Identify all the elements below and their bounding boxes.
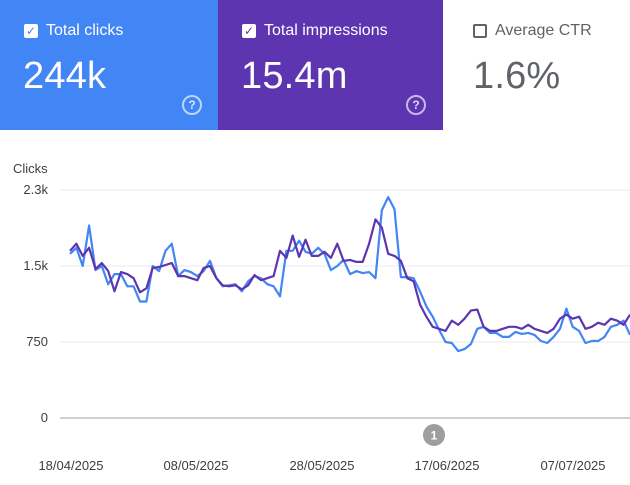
total-impressions-value: 15.4m — [241, 55, 348, 97]
performance-chart: Clicks 2.3k 1.5k 750 0 18/04/2025 08/05/2025… — [13, 161, 630, 473]
annotation-label: 1 — [431, 429, 438, 443]
metric-cards: ✓ Total clicks 244k ? ✓ Total impression… — [0, 0, 630, 130]
total-impressions-label: Total impressions — [264, 22, 388, 39]
total-clicks-card[interactable]: ✓ Total clicks 244k ? — [0, 0, 218, 130]
annotation-marker[interactable] — [423, 424, 445, 446]
average-ctr-checkbox[interactable] — [473, 24, 487, 38]
y-tick-label: 750 — [26, 334, 48, 349]
y-tick-label: 0 — [41, 410, 48, 425]
y-axis-ticks: 2.3k 1.5k 750 0 — [23, 182, 48, 425]
help-icon[interactable]: ? — [406, 95, 426, 115]
average-ctr-card[interactable]: Average CTR 1.6% — [443, 0, 630, 130]
y-tick-label: 1.5k — [23, 258, 48, 273]
total-clicks-header[interactable]: ✓ Total clicks — [24, 22, 123, 40]
average-ctr-header[interactable]: Average CTR — [473, 22, 592, 40]
total-clicks-checkbox[interactable]: ✓ — [24, 24, 38, 38]
average-ctr-value: 1.6% — [473, 55, 561, 97]
chart-grid — [60, 189, 630, 419]
chart-annotation[interactable]: 1 — [423, 424, 445, 446]
total-impressions-card[interactable]: ✓ Total impressions 15.4m ? — [218, 0, 443, 130]
x-axis-ticks: 18/04/2025 08/05/2025 28/05/2025 17/06/2025… — [38, 458, 605, 473]
x-tick-label: 17/06/2025 — [414, 458, 479, 473]
total-impressions-header[interactable]: ✓ Total impressions — [242, 22, 388, 40]
y-axis-title: Clicks — [13, 161, 48, 176]
x-tick-label: 18/04/2025 — [38, 458, 103, 473]
average-ctr-label: Average CTR — [495, 22, 592, 39]
clicks-series-line — [69, 195, 630, 353]
help-icon[interactable]: ? — [182, 95, 202, 115]
total-clicks-value: 244k — [23, 55, 107, 97]
impressions-series-line — [69, 218, 630, 334]
total-impressions-checkbox[interactable]: ✓ — [242, 24, 256, 38]
x-tick-label: 07/07/2025 — [540, 458, 605, 473]
chart-series — [69, 195, 630, 353]
x-tick-label: 08/05/2025 — [163, 458, 228, 473]
x-tick-label: 28/05/2025 — [289, 458, 354, 473]
y-tick-label: 2.3k — [23, 182, 48, 197]
total-clicks-label: Total clicks — [46, 22, 124, 39]
